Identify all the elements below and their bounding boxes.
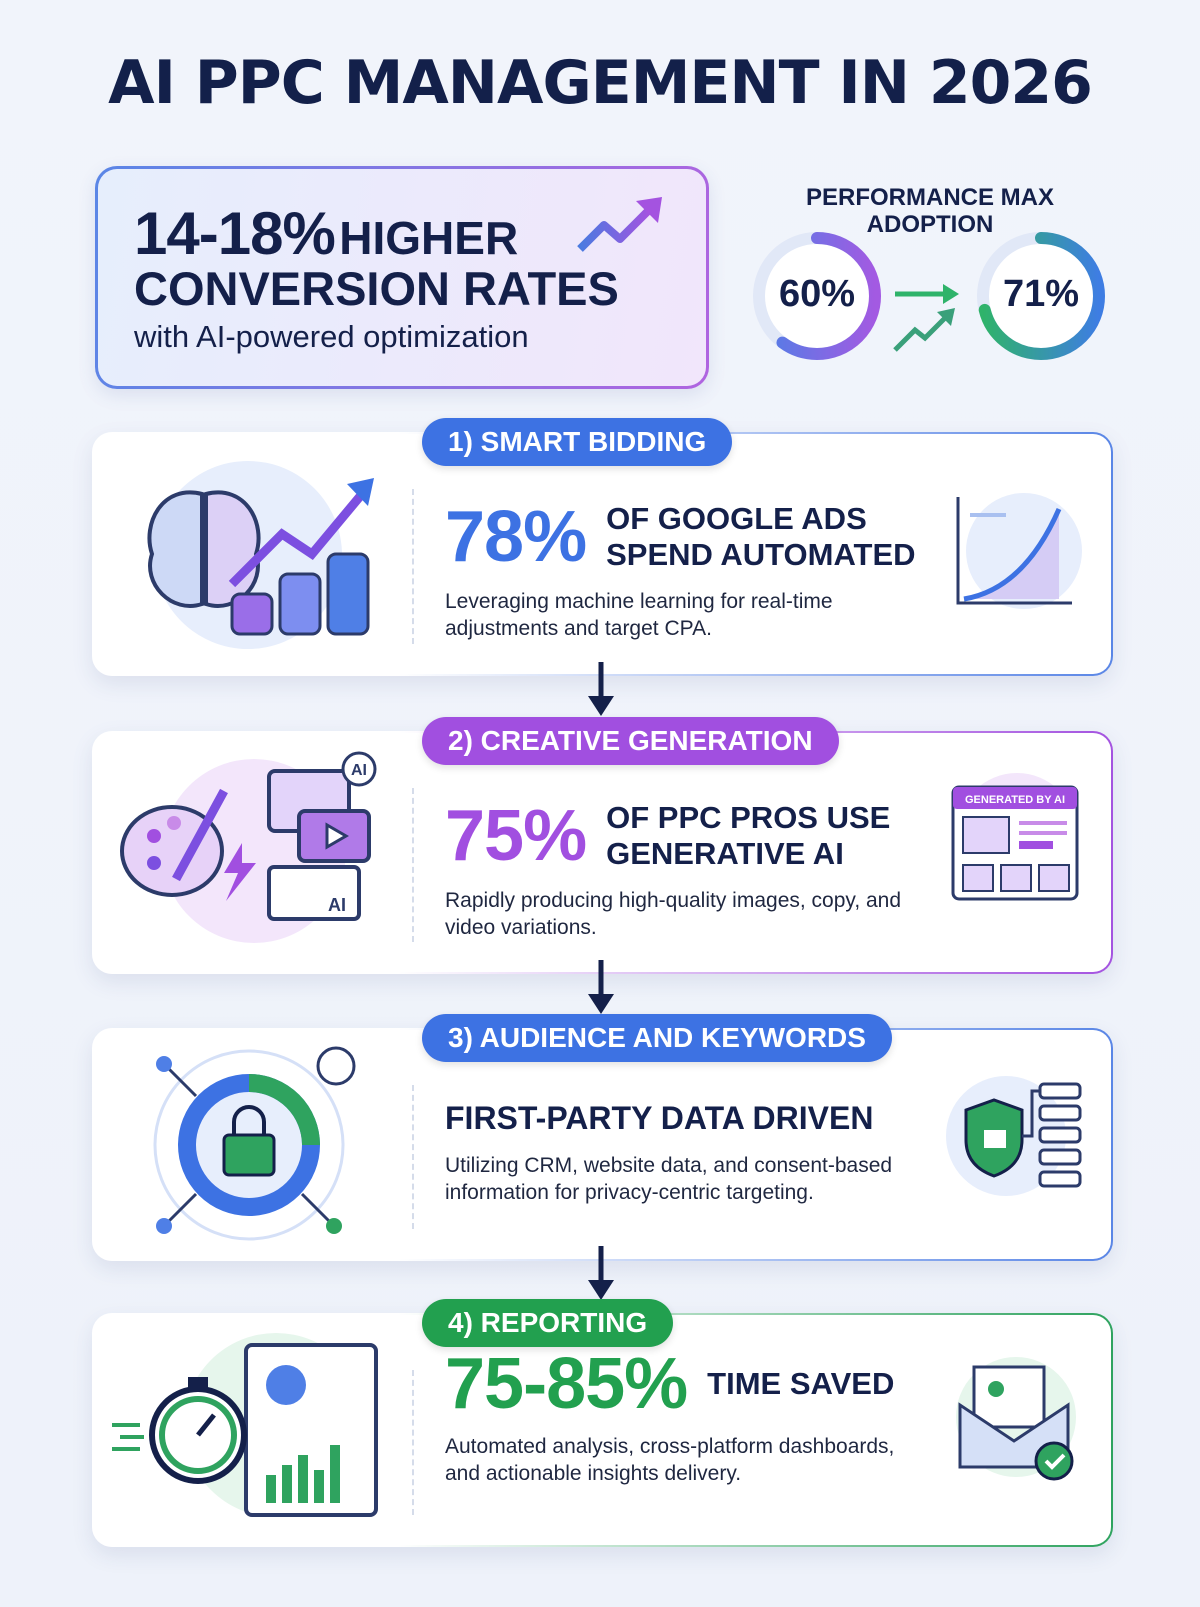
trend-arrow	[577, 197, 662, 252]
stat-row: 78% OF GOOGLE ADS SPEND AUTOMATED	[445, 496, 936, 578]
hero-box: 14-18% HIGHER CONVERSION RATES with AI-p…	[95, 166, 709, 389]
hero-headline: CONVERSION RATES	[134, 262, 619, 315]
section-stat: 75%	[445, 796, 587, 876]
section-label: 1) SMART BIDDING	[422, 418, 733, 466]
adoption-after: 71%	[1002, 273, 1080, 315]
section-description: Rapidly producing high-quality images, c…	[445, 889, 902, 939]
section-description: Utilizing CRM, website data, and consent…	[445, 1154, 893, 1204]
growth-icon	[956, 493, 1082, 609]
stat-row: 75% OF PPC PROS USE GENERATIVE AI	[445, 795, 936, 877]
divider	[412, 788, 414, 942]
section-label: 4) REPORTING	[422, 1299, 674, 1347]
divider	[412, 1370, 414, 1515]
hero-stat: 14-18%	[134, 200, 336, 267]
adoption-title: PERFORMANCE MAX ADOPTION	[805, 184, 1054, 238]
stat-row: 75-85% TIME SAVED	[445, 1343, 894, 1425]
flow-arrow	[588, 960, 614, 1014]
icon-label: AI	[328, 895, 346, 915]
badge-text: GENERATED BY AI	[965, 794, 1065, 806]
creative-icon: AI AI	[120, 751, 377, 943]
hero-subtitle: with AI-powered optimization	[134, 319, 529, 354]
generated-icon: GENERATED BY AI	[951, 773, 1079, 901]
section-label: 2) CREATIVE GENERATION	[422, 717, 839, 765]
section-stat-text: TIME SAVED	[707, 1366, 895, 1401]
section-stat-text: OF GOOGLE ADS SPEND AUTOMATED	[606, 501, 916, 572]
section-card: 1) SMART BIDDING 78% OF GOOGLE ADS SPEND…	[92, 418, 1113, 676]
section-card: 4) REPORTING 75-85% TIME SAVED Automated…	[92, 1299, 1113, 1547]
section-description: Automated analysis, cross-platform dashb…	[445, 1435, 895, 1485]
flow-arrow	[588, 1246, 614, 1300]
section-card: 3) AUDIENCE AND KEYWORDS FIRST-PARTY DAT…	[92, 1014, 1113, 1261]
adoption-before: 60%	[778, 273, 856, 315]
section-card: 2) CREATIVE GENERATION AI AI 75% OF PPC …	[92, 717, 1113, 974]
hero-line: 14-18% HIGHER	[134, 199, 518, 268]
page-title: AI PPC MANAGEMENT IN 2026	[108, 48, 1093, 118]
divider	[412, 1085, 414, 1229]
section-stat: 78%	[445, 497, 587, 577]
section-stat: 75-85%	[445, 1344, 688, 1424]
reporting-icon	[112, 1333, 378, 1517]
section-label: 3) AUDIENCE AND KEYWORDS	[422, 1014, 892, 1062]
flow-arrow	[588, 662, 614, 716]
icon-label: AI	[351, 762, 367, 779]
security-icon	[153, 1046, 356, 1241]
adoption-rings	[753, 232, 1105, 360]
divider	[412, 489, 414, 644]
section-stat-text: OF PPC PROS USE GENERATIVE AI	[606, 800, 891, 871]
section-heading: FIRST-PARTY DATA DRIVEN	[445, 1100, 874, 1136]
hero-headline: HIGHER	[339, 212, 519, 264]
data-icon	[946, 1076, 1082, 1196]
bidding-icon	[147, 461, 374, 649]
section-description: Leveraging machine learning for real-tim…	[445, 590, 833, 640]
mail-icon	[956, 1357, 1076, 1481]
